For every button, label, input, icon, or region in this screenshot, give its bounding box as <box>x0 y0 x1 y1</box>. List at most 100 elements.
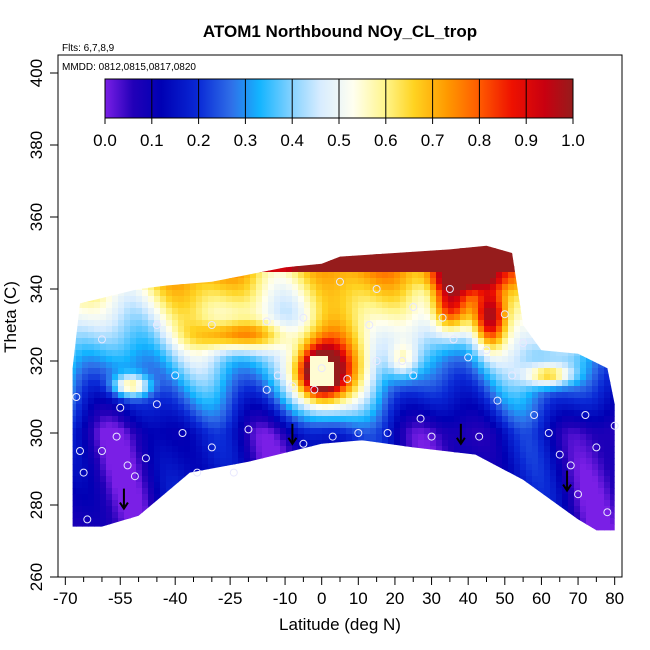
heat-cell <box>352 506 359 513</box>
heat-cell <box>154 356 161 363</box>
heat-cell <box>388 530 395 531</box>
heat-cell <box>382 458 389 465</box>
heat-cell <box>364 386 371 393</box>
heat-cell <box>502 500 509 507</box>
heat-cell <box>88 320 95 327</box>
heat-cell <box>154 236 161 243</box>
heat-cell <box>382 398 389 405</box>
heat-cell <box>310 356 317 363</box>
heat-cell <box>72 452 77 459</box>
heat-cell <box>310 428 317 435</box>
heat-cell <box>184 320 191 327</box>
heat-cell <box>256 356 263 363</box>
heat-cell <box>496 440 503 447</box>
heat-cell <box>376 290 383 297</box>
heat-cell <box>454 230 461 237</box>
heat-cell <box>184 404 191 411</box>
heat-cell <box>220 518 227 525</box>
heat-cell <box>472 302 479 309</box>
heat-cell <box>436 236 443 243</box>
heat-cell <box>532 332 539 339</box>
heat-cell <box>514 236 521 243</box>
heat-cell <box>340 488 347 495</box>
heat-cell <box>298 308 305 315</box>
heat-cell <box>316 278 323 285</box>
heat-cell <box>460 302 467 309</box>
heat-cell <box>358 494 365 501</box>
heat-cell <box>442 290 449 297</box>
heat-cell <box>106 524 113 531</box>
heat-cell <box>124 290 131 297</box>
heat-cell <box>388 362 395 369</box>
heat-cell <box>562 320 569 327</box>
heat-cell <box>610 245 615 249</box>
heat-cell <box>72 302 77 309</box>
heat-cell <box>562 422 569 429</box>
heat-cell <box>568 266 575 273</box>
heat-cell <box>496 332 503 339</box>
heat-cell <box>550 530 557 531</box>
heat-cell <box>220 344 227 351</box>
heat-cell <box>154 380 161 387</box>
heat-cell <box>100 356 107 363</box>
heat-cell <box>76 284 83 291</box>
heat-cell <box>88 260 95 267</box>
heat-cell <box>376 326 383 333</box>
heat-cell <box>388 344 395 351</box>
heat-cell <box>166 470 173 477</box>
heat-cell <box>100 446 107 453</box>
heat-cell <box>196 272 203 279</box>
heat-cell <box>178 482 185 489</box>
heat-cell <box>574 314 581 321</box>
heat-cell <box>472 260 479 267</box>
heat-cell <box>502 230 509 237</box>
heat-cell <box>286 470 293 477</box>
heat-cell <box>112 266 119 273</box>
heat-cell <box>520 272 527 279</box>
sample-point <box>372 357 381 365</box>
sample-point <box>317 364 326 373</box>
heat-cell <box>286 245 293 249</box>
heat-cell <box>508 524 515 531</box>
heat-cell <box>208 338 215 345</box>
sample-point <box>493 396 502 405</box>
heat-cell <box>124 530 131 531</box>
heat-cell <box>430 434 437 441</box>
heat-cell <box>442 428 449 435</box>
heat-cell <box>406 248 413 255</box>
heat-cell <box>556 368 563 375</box>
heat-cell <box>184 446 191 453</box>
heat-cell <box>184 500 191 507</box>
heat-cell <box>496 458 503 465</box>
heat-cell <box>370 512 377 519</box>
heat-cell <box>508 500 515 507</box>
heat-cell <box>364 434 371 441</box>
heat-cell <box>64 494 71 501</box>
heat-cell <box>604 254 611 261</box>
heat-cell <box>370 266 377 273</box>
heat-cell <box>178 458 185 465</box>
heat-cell <box>130 410 137 417</box>
heat-cell <box>298 470 305 477</box>
heat-cell <box>166 446 173 453</box>
heat-cell <box>166 440 173 447</box>
heat-cell <box>226 326 233 333</box>
heat-cell <box>286 248 293 255</box>
heat-cell <box>598 416 605 423</box>
heat-cell <box>178 380 185 387</box>
heat-cell <box>586 284 593 291</box>
heat-cell <box>502 245 509 249</box>
heat-cell <box>160 302 167 309</box>
y-tick-label: 320 <box>27 347 46 375</box>
heat-cell <box>58 254 65 261</box>
heat-cell <box>292 344 299 351</box>
heat-cell <box>322 506 329 513</box>
heat-cell <box>358 320 365 327</box>
heat-cell <box>136 254 143 261</box>
heat-cell <box>72 254 77 261</box>
heat-cell <box>196 266 203 273</box>
heat-cell <box>352 320 359 327</box>
heat-cell <box>604 482 611 489</box>
sample-point <box>79 468 88 477</box>
heat-cell <box>124 506 131 513</box>
